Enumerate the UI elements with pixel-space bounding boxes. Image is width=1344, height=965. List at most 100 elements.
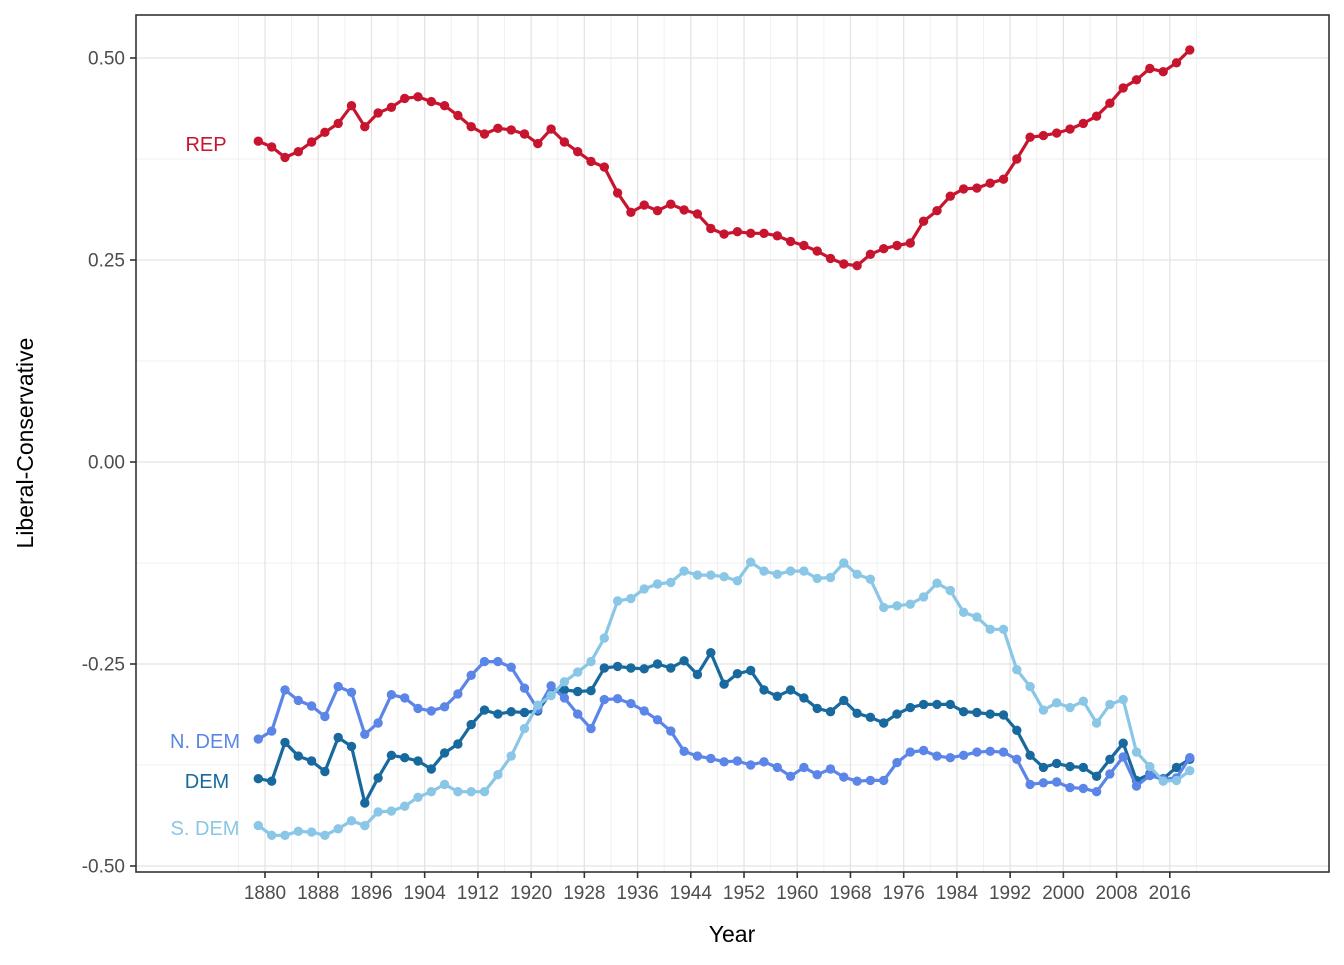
data-point [865, 712, 876, 722]
data-point [573, 147, 583, 157]
data-point [958, 607, 969, 617]
data-point [1052, 698, 1062, 708]
data-point [493, 709, 503, 719]
data-point [812, 703, 822, 714]
data-point [679, 656, 689, 666]
data-point [759, 566, 769, 576]
data-point [799, 693, 809, 703]
data-point [692, 669, 703, 680]
data-point [1171, 775, 1182, 786]
data-point [280, 685, 290, 695]
data-point [586, 656, 596, 667]
data-point [466, 719, 476, 730]
data-point [586, 723, 596, 734]
x-tick-label: 2000 [1042, 883, 1084, 904]
data-point [892, 240, 902, 251]
data-point [306, 137, 317, 147]
data-point [612, 188, 623, 198]
data-point [333, 732, 343, 743]
data-point [360, 122, 370, 132]
data-point [666, 199, 676, 209]
data-point [652, 206, 663, 216]
data-point [1038, 130, 1049, 141]
data-point [1091, 111, 1102, 121]
data-point [985, 746, 995, 756]
data-point [439, 101, 450, 111]
data-point [1012, 725, 1022, 735]
data-point [1025, 779, 1035, 790]
data-point [1025, 681, 1035, 692]
data-point [573, 686, 583, 697]
data-point [785, 685, 796, 695]
data-point [626, 698, 636, 709]
data-point [1185, 45, 1195, 55]
data-point [453, 110, 463, 121]
data-point [1052, 758, 1062, 769]
data-point [879, 775, 889, 786]
data-point [373, 773, 383, 783]
data-point [1145, 761, 1155, 772]
data-point [466, 787, 476, 797]
data-point [772, 691, 782, 701]
data-point [1078, 783, 1089, 794]
data-point [852, 708, 862, 718]
data-point [825, 707, 836, 717]
data-point [1065, 124, 1075, 134]
data-point [373, 718, 383, 728]
data-point [479, 787, 490, 797]
data-point [439, 779, 450, 790]
data-point [972, 707, 982, 718]
data-point [1065, 782, 1075, 793]
data-point [892, 709, 902, 719]
data-point [546, 690, 556, 701]
data-point [1052, 128, 1062, 138]
data-point [666, 577, 676, 588]
data-point [998, 174, 1009, 184]
data-point [1025, 132, 1035, 142]
y-tick-label: 0.50 [88, 49, 125, 70]
data-point [812, 770, 822, 780]
data-point [506, 662, 516, 672]
x-axis-title: Year [709, 921, 756, 947]
data-point [360, 820, 370, 831]
data-point [732, 227, 743, 237]
x-tick-label: 1992 [989, 883, 1031, 904]
data-point [612, 661, 623, 672]
panel-border [135, 14, 1330, 873]
data-point [706, 648, 716, 658]
data-point [506, 125, 516, 135]
data-point [905, 238, 915, 248]
data-point [1078, 118, 1089, 129]
data-point [1118, 83, 1128, 93]
data-point [1171, 762, 1182, 773]
data-point [1145, 770, 1155, 781]
data-point [799, 566, 809, 576]
y-tick-label: 0.25 [88, 251, 125, 272]
data-point [1012, 154, 1022, 164]
data-point [692, 570, 703, 580]
data-point [253, 734, 263, 744]
data-point [746, 228, 756, 238]
data-point [852, 569, 862, 579]
data-point [599, 694, 609, 705]
data-point [679, 566, 689, 576]
data-point [879, 244, 889, 254]
data-point [772, 231, 782, 241]
data-point [426, 787, 436, 797]
data-point [652, 715, 663, 725]
x-tick-label: 1984 [936, 883, 979, 904]
data-point [1038, 762, 1049, 773]
data-point [267, 776, 277, 786]
data-point [1038, 778, 1049, 788]
data-point [493, 656, 503, 667]
data-point [1105, 699, 1115, 710]
data-point [1185, 766, 1195, 776]
data-point [879, 602, 889, 613]
data-point [759, 685, 769, 695]
data-point [706, 570, 716, 580]
data-point [1078, 696, 1089, 706]
data-point [759, 228, 769, 238]
data-point [453, 787, 463, 797]
